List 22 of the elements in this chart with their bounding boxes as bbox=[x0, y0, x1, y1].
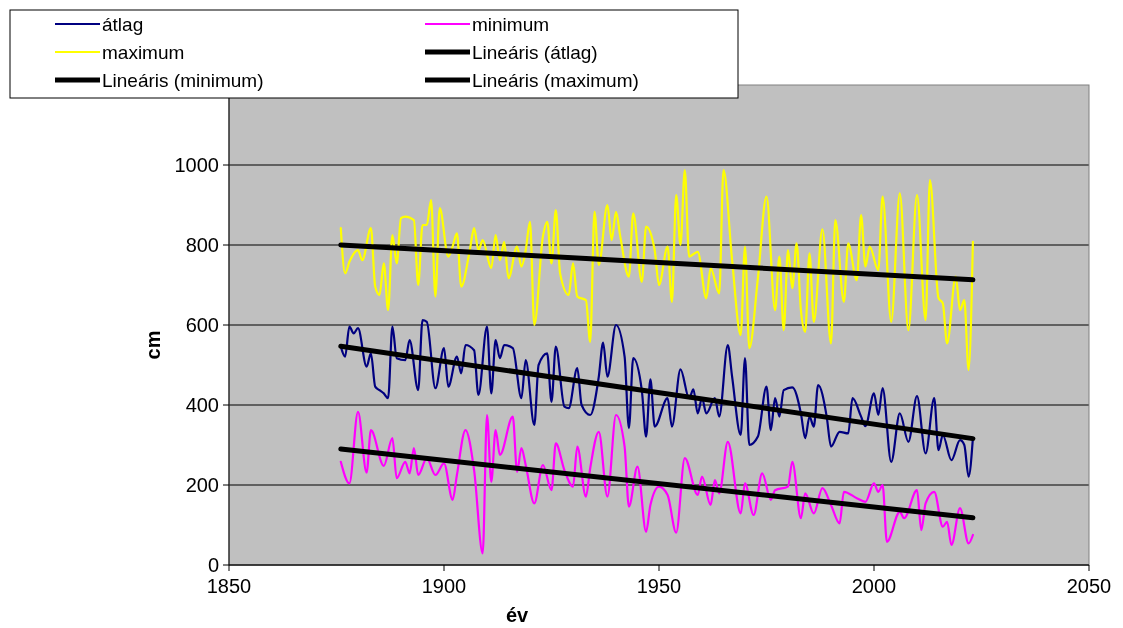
y-tick-label: 800 bbox=[185, 234, 219, 256]
legend-label: Lineáris (minimum) bbox=[102, 69, 264, 91]
y-tick-label: 1000 bbox=[174, 154, 219, 176]
line-series bbox=[339, 319, 974, 478]
legend-label: Lineáris (maximum) bbox=[472, 69, 639, 91]
x-tick-label: 1950 bbox=[636, 575, 682, 597]
legend-label: Lineáris (átlag) bbox=[472, 41, 598, 63]
line-series bbox=[339, 410, 974, 555]
x-tick-label: 2050 bbox=[1066, 575, 1112, 597]
x-tick-label: 2000 bbox=[851, 575, 897, 597]
x-tick-label: 1850 bbox=[206, 575, 252, 597]
x-tick-label: 1900 bbox=[421, 575, 467, 597]
y-tick-label: 200 bbox=[185, 474, 219, 496]
x-axis-title: év bbox=[505, 604, 529, 626]
line-series bbox=[339, 169, 974, 372]
legend-label: minimum bbox=[472, 13, 550, 35]
legend-label: maximum bbox=[102, 41, 185, 63]
y-axis-title: cm bbox=[142, 330, 164, 360]
y-tick-label: 400 bbox=[185, 394, 219, 416]
legend-label: átlag bbox=[102, 13, 144, 35]
y-tick-label: 600 bbox=[185, 314, 219, 336]
y-tick-label: 0 bbox=[207, 554, 219, 576]
